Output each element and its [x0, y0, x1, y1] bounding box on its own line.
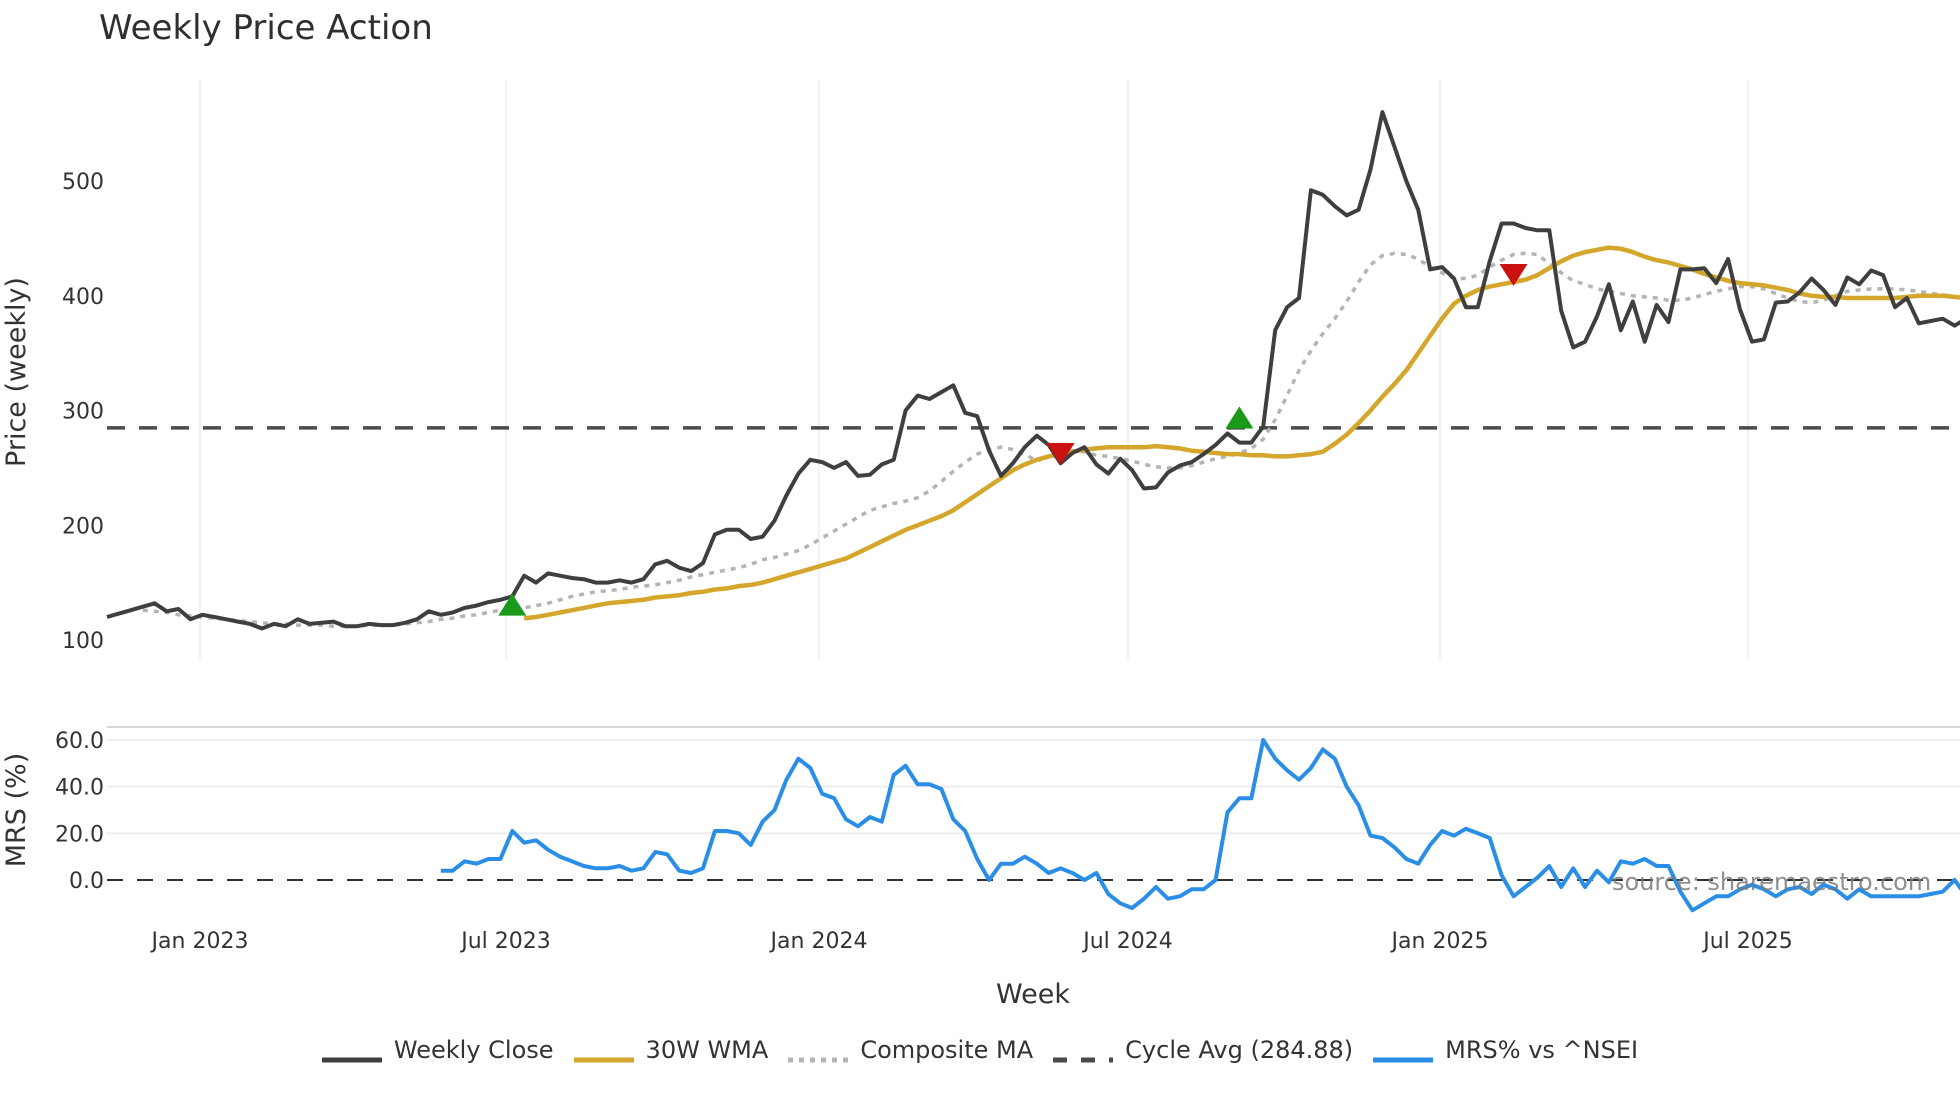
wma30-line: [523, 245, 1960, 621]
x-tick: Jul 2024: [1081, 929, 1173, 954]
x-axis-title: Week: [996, 979, 1070, 1010]
price-panel: [106, 110, 1960, 631]
x-tick: Jan 2025: [1390, 929, 1489, 954]
composite-ma-line: [142, 251, 1960, 628]
legend-label: Cycle Avg (284.88): [1125, 1036, 1354, 1064]
weekly-close-swatch-icon: [321, 1044, 382, 1063]
source-watermark: source: sharemaestro.com: [1612, 868, 1931, 896]
legend-item-weekly-close[interactable]: Weekly Close: [321, 1036, 554, 1064]
legend-item-mrs[interactable]: MRS% vs ^NSEI: [1373, 1036, 1638, 1064]
legend-label: Weekly Close: [393, 1036, 554, 1064]
axes: source: sharemaestro.com 100 200 300 400 500 0…: [1, 170, 1931, 1010]
x-tick: Jan 2024: [769, 929, 868, 954]
legend-label: Composite MA: [860, 1036, 1034, 1064]
sell-signal-marker: [1499, 263, 1528, 286]
wma30-swatch-icon: [573, 1044, 634, 1063]
legend-item-cycle-avg[interactable]: Cycle Avg (284.88): [1053, 1036, 1353, 1064]
legend-label: MRS% vs ^NSEI: [1445, 1036, 1639, 1064]
weekly-close-line: [106, 110, 1960, 631]
mrs-y-tick: 0.0: [69, 869, 104, 894]
composite-ma-swatch-icon: [788, 1044, 849, 1063]
x-tick: Jan 2023: [150, 929, 249, 954]
legend: Weekly Close 30W WMA Composite MA Cycle Avg…: [0, 1036, 1960, 1064]
sell-signal-marker: [1046, 442, 1075, 465]
cycle-avg-swatch-icon: [1053, 1044, 1114, 1063]
mrs-y-tick: 60.0: [55, 729, 104, 754]
legend-item-wma30[interactable]: 30W WMA: [573, 1036, 769, 1064]
mrs-y-axis-title: MRS (%): [1, 753, 32, 868]
mrs-y-tick: 40.0: [55, 776, 104, 801]
x-tick: Jul 2023: [459, 929, 551, 954]
chart-title: Weekly Price Action: [99, 8, 433, 48]
price-y-tick: 400: [62, 285, 104, 310]
mrs-swatch-icon: [1373, 1044, 1434, 1063]
legend-label: 30W WMA: [645, 1036, 769, 1064]
mrs-y-tick: 20.0: [55, 822, 104, 847]
price-y-axis-title: Price (weekly): [1, 277, 32, 467]
mrs-panel: [107, 738, 1960, 913]
buy-signal-marker: [498, 593, 527, 616]
price-y-tick: 200: [62, 514, 104, 539]
buy-signal-marker: [1225, 406, 1254, 429]
mrs-grid: [107, 726, 1960, 835]
price-y-tick: 300: [62, 400, 104, 425]
price-y-tick: 100: [62, 629, 104, 654]
mrs-line: [440, 738, 1960, 913]
x-tick: Jul 2025: [1701, 929, 1793, 954]
legend-item-composite-ma[interactable]: Composite MA: [788, 1036, 1033, 1064]
price-y-tick: 500: [62, 170, 104, 195]
price-grid: [199, 80, 1749, 660]
